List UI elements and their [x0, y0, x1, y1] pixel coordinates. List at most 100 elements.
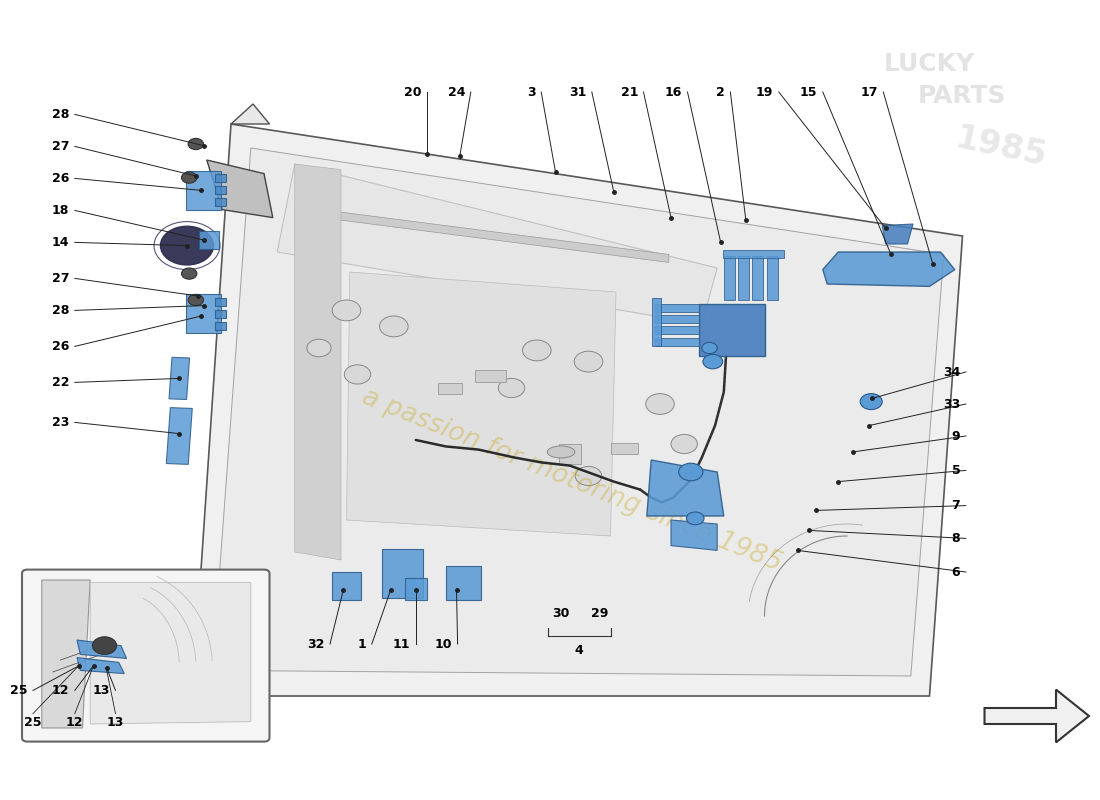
- Bar: [438, 383, 462, 394]
- Bar: [654, 315, 698, 323]
- Bar: [654, 338, 698, 346]
- Text: 20: 20: [404, 86, 421, 98]
- Circle shape: [646, 394, 674, 414]
- Text: 4: 4: [574, 644, 583, 657]
- Text: 34: 34: [943, 366, 960, 378]
- Bar: [752, 256, 763, 300]
- Bar: [652, 298, 661, 346]
- Text: 27: 27: [52, 272, 69, 285]
- Circle shape: [307, 339, 331, 357]
- Circle shape: [679, 463, 703, 481]
- Text: 6: 6: [952, 566, 960, 578]
- Text: 24: 24: [448, 86, 465, 98]
- Text: 12: 12: [66, 716, 84, 729]
- Text: 13: 13: [92, 684, 110, 697]
- Bar: [698, 304, 764, 356]
- Text: 8: 8: [952, 532, 960, 545]
- Text: 19: 19: [756, 86, 773, 98]
- Text: 10: 10: [434, 638, 452, 650]
- Polygon shape: [671, 520, 717, 550]
- Bar: [186, 171, 221, 210]
- Bar: [724, 256, 735, 300]
- Text: 25: 25: [10, 684, 28, 697]
- Text: 5: 5: [952, 464, 960, 477]
- Bar: [738, 256, 749, 300]
- Polygon shape: [647, 460, 724, 516]
- Bar: [214, 174, 225, 182]
- Text: 15: 15: [800, 86, 817, 98]
- Bar: [610, 443, 638, 454]
- Circle shape: [188, 294, 204, 306]
- Bar: [559, 444, 581, 464]
- Polygon shape: [192, 124, 962, 696]
- Bar: [214, 198, 225, 206]
- Text: 7: 7: [952, 499, 960, 512]
- Text: 26: 26: [52, 340, 69, 353]
- Text: 18: 18: [52, 204, 69, 217]
- Polygon shape: [42, 580, 90, 728]
- Bar: [214, 322, 225, 330]
- Text: 2: 2: [716, 86, 725, 98]
- Circle shape: [332, 300, 361, 321]
- Text: 29: 29: [591, 607, 608, 620]
- FancyBboxPatch shape: [22, 570, 270, 742]
- Text: 33: 33: [943, 398, 960, 410]
- Text: 32: 32: [307, 638, 324, 650]
- Circle shape: [522, 340, 551, 361]
- Text: 31: 31: [569, 86, 586, 98]
- Circle shape: [498, 378, 525, 398]
- Text: 3: 3: [527, 86, 536, 98]
- Polygon shape: [321, 210, 669, 262]
- Circle shape: [575, 466, 602, 486]
- Text: 16: 16: [664, 86, 682, 98]
- Text: 26: 26: [52, 172, 69, 185]
- Text: 30: 30: [552, 607, 570, 620]
- Text: 1: 1: [358, 638, 366, 650]
- Circle shape: [344, 365, 371, 384]
- Bar: [169, 358, 189, 399]
- Polygon shape: [277, 164, 717, 324]
- Polygon shape: [823, 252, 955, 286]
- Bar: [199, 231, 219, 249]
- Polygon shape: [90, 582, 251, 724]
- Bar: [214, 310, 225, 318]
- Text: 21: 21: [620, 86, 638, 98]
- Bar: [475, 370, 506, 382]
- Text: 25: 25: [24, 716, 42, 729]
- Polygon shape: [77, 640, 127, 658]
- Text: 22: 22: [52, 376, 69, 389]
- Bar: [405, 578, 427, 600]
- Polygon shape: [77, 658, 124, 674]
- Polygon shape: [295, 164, 341, 560]
- Text: 14: 14: [52, 236, 69, 249]
- Bar: [332, 572, 361, 600]
- Text: LUCKY: LUCKY: [884, 52, 975, 76]
- Text: 12: 12: [52, 684, 69, 697]
- Bar: [723, 250, 784, 258]
- Polygon shape: [882, 224, 913, 244]
- Bar: [214, 298, 225, 306]
- Text: a passion for motoring since 1985: a passion for motoring since 1985: [359, 383, 785, 577]
- Circle shape: [574, 351, 603, 372]
- Polygon shape: [231, 104, 270, 124]
- Circle shape: [671, 434, 697, 454]
- Text: 17: 17: [860, 86, 878, 98]
- Text: 28: 28: [52, 304, 69, 317]
- Circle shape: [379, 316, 408, 337]
- Polygon shape: [346, 272, 616, 536]
- Circle shape: [188, 138, 204, 150]
- Circle shape: [860, 394, 882, 410]
- Ellipse shape: [548, 446, 574, 458]
- Circle shape: [92, 637, 117, 654]
- Circle shape: [702, 342, 717, 354]
- Text: 13: 13: [107, 716, 124, 729]
- Bar: [654, 304, 698, 312]
- Text: 9: 9: [952, 430, 960, 442]
- Text: PARTS: PARTS: [918, 84, 1007, 108]
- Circle shape: [182, 268, 197, 279]
- Circle shape: [182, 172, 197, 183]
- Bar: [186, 294, 221, 333]
- Text: 11: 11: [393, 638, 410, 650]
- Circle shape: [686, 512, 704, 525]
- Bar: [382, 549, 424, 598]
